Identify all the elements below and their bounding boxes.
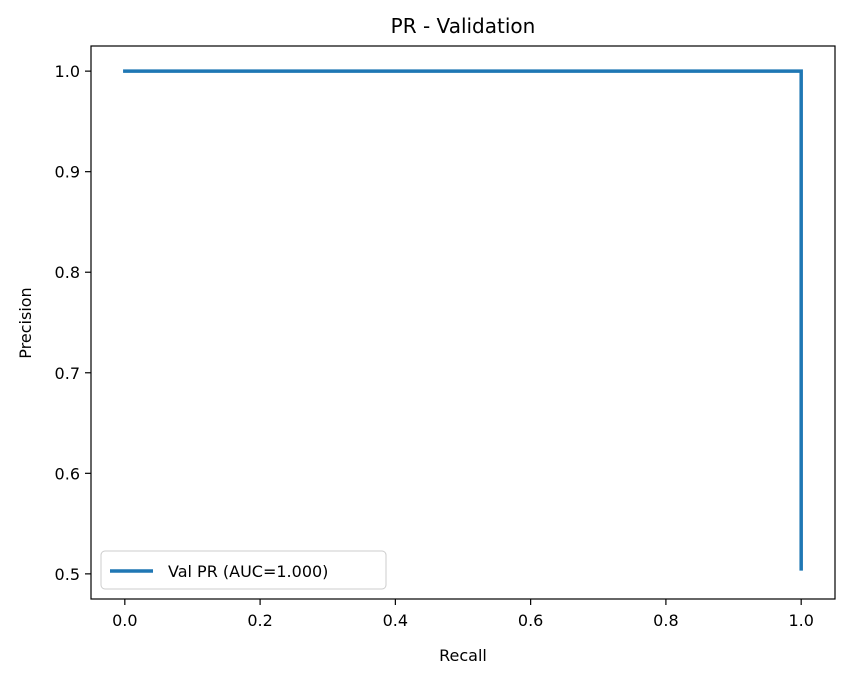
legend-label: Val PR (AUC=1.000) <box>168 562 328 581</box>
x-axis-label: Recall <box>439 646 487 665</box>
y-tick-label: 0.7 <box>55 364 80 383</box>
x-axis-ticks: 0.0 0.2 0.4 0.6 0.8 1.0 <box>112 599 814 630</box>
y-axis-ticks: 0.5 0.6 0.7 0.8 0.9 1.0 <box>55 62 91 584</box>
y-tick-label: 0.5 <box>55 565 80 584</box>
x-tick-label: 1.0 <box>788 611 813 630</box>
x-tick-label: 0.4 <box>383 611 408 630</box>
y-tick-label: 0.8 <box>55 263 80 282</box>
axes-frame <box>90 45 836 600</box>
legend: Val PR (AUC=1.000) <box>100 550 387 590</box>
x-tick-label: 0.8 <box>653 611 678 630</box>
y-tick-label: 0.6 <box>55 464 80 483</box>
y-tick-label: 1.0 <box>55 62 80 81</box>
x-tick-label: 0.6 <box>518 611 543 630</box>
y-axis-label: Precision <box>16 287 35 358</box>
x-tick-label: 0.0 <box>112 611 137 630</box>
series-line-0 <box>123 69 803 571</box>
x-tick-label: 0.2 <box>247 611 272 630</box>
y-tick-label: 0.9 <box>55 163 80 182</box>
legend-box <box>100 550 387 590</box>
chart-title: PR - Validation <box>391 14 536 38</box>
plot-area <box>90 45 836 600</box>
